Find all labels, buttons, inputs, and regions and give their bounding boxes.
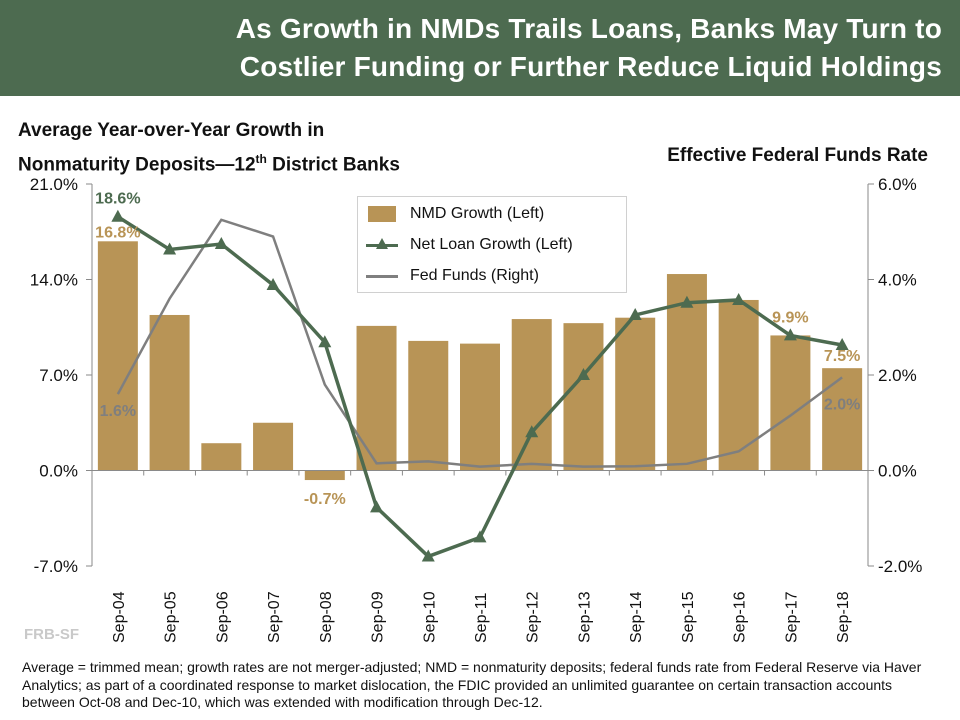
marker-net-loan-12 (732, 292, 746, 305)
bar-nmd-6 (408, 340, 449, 471)
page-title-line1: As Growth in NMDs Trails Loans, Banks Ma… (235, 13, 942, 44)
marker-net-loan-11 (680, 295, 694, 308)
bar-nmd-13 (770, 335, 811, 471)
legend-item-loan: Net Loan Growth (Left) (366, 233, 573, 257)
left-axis-title-sup: th (255, 152, 267, 166)
left-tick-label-4: -7.0% (34, 557, 78, 576)
legend-label-loan: Net Loan Growth (Left) (410, 236, 573, 253)
legend-item-fed: Fed Funds (Right) (366, 264, 539, 288)
legend: NMD Growth (Left) Net Loan Growth (Left)… (357, 196, 627, 293)
bar-nmd-7 (460, 343, 500, 471)
bar-nmd-0 (97, 241, 138, 471)
x-tick-label-3: Sep-07 (266, 591, 283, 643)
data-label-loan-0: 18.6% (95, 191, 140, 208)
title-banner: As Growth in NMDs Trails Loans, Banks Ma… (0, 0, 960, 96)
bar-nmd-8 (511, 319, 552, 471)
x-tick-label-10: Sep-14 (628, 591, 645, 643)
bar-nmd-4 (304, 470, 345, 481)
x-tick-label-12: Sep-16 (732, 591, 749, 643)
right-tick-label-0: 6.0% (878, 175, 917, 194)
data-label-nmd-13: 9.9% (772, 309, 808, 326)
marker-net-loan-10 (628, 307, 642, 320)
x-tick-label-0: Sep-04 (111, 591, 128, 643)
bar-nmd-2 (201, 443, 242, 471)
x-tick-label-6: Sep-10 (421, 591, 438, 643)
left-tick-label-2: 7.0% (39, 366, 78, 385)
x-tick-label-1: Sep-05 (163, 591, 180, 643)
watermark: FRB-SF (24, 626, 79, 643)
marker-net-loan-3 (266, 277, 280, 290)
left-axis-title: Average Year-over-Year Growth in Nonmatu… (18, 116, 400, 179)
bar-nmd-12 (718, 299, 759, 471)
page-title: As Growth in NMDs Trails Loans, Banks Ma… (42, 10, 942, 86)
bar-nmd-9 (563, 323, 604, 471)
x-tick-label-9: Sep-13 (576, 591, 593, 643)
left-axis-title-line2a: Nonmaturity Deposits—12 (18, 154, 256, 176)
data-label-nmd-0: 16.8% (95, 224, 140, 241)
right-axis-title: Effective Federal Funds Rate (667, 145, 928, 166)
marker-net-loan-6 (421, 549, 435, 562)
right-tick-label-3: 0.0% (878, 462, 917, 481)
x-tick-label-7: Sep-11 (473, 592, 490, 643)
legend-item-nmd: NMD Growth (Left) (366, 202, 544, 226)
triangle-marker-icon (376, 238, 388, 249)
marker-net-loan-7 (473, 530, 487, 543)
right-tick-label-1: 4.0% (878, 271, 917, 290)
page-title-line2: Costlier Funding or Further Reduce Liqui… (239, 51, 942, 82)
data-label-fed-14: 2.0% (824, 396, 860, 413)
x-tick-label-14: Sep-18 (835, 591, 852, 643)
data-label-nmd-14: 7.5% (824, 348, 860, 365)
left-axis-title-line2b: District Banks (266, 154, 400, 176)
left-tick-label-1: 14.0% (30, 271, 78, 290)
marker-net-loan-0 (111, 209, 125, 222)
marker-net-loan-13 (783, 328, 797, 341)
footnote: Average = trimmed mean; growth rates are… (22, 659, 922, 710)
x-tick-label-8: Sep-12 (525, 591, 542, 643)
x-tick-label-2: Sep-06 (214, 591, 231, 643)
marker-net-loan-9 (576, 368, 590, 380)
left-axis-title-line1: Average Year-over-Year Growth in (18, 120, 325, 141)
marker-net-loan-4 (318, 335, 332, 348)
data-label-fed-0: 1.6% (100, 403, 136, 420)
bar-nmd-1 (149, 314, 190, 471)
x-tick-label-13: Sep-17 (783, 591, 800, 643)
x-tick-label-5: Sep-09 (370, 591, 387, 643)
data-label-nmd-4: -0.7% (304, 491, 346, 508)
bar-nmd-10 (615, 317, 656, 471)
legend-swatch-fed-line (366, 275, 398, 278)
left-tick-label-0: 21.0% (30, 175, 78, 194)
marker-net-loan-8 (525, 425, 539, 438)
x-tick-label-4: Sep-08 (318, 591, 335, 643)
bar-nmd-14 (822, 368, 863, 471)
legend-label-nmd: NMD Growth (Left) (410, 205, 545, 222)
right-tick-label-2: 2.0% (878, 366, 917, 385)
line-fed-funds (116, 218, 843, 468)
legend-swatch-bar (368, 206, 396, 222)
right-tick-label-4: -2.0% (878, 557, 922, 576)
left-tick-label-3: 0.0% (39, 462, 78, 481)
x-tick-label-11: Sep-15 (680, 591, 697, 643)
marker-net-loan-1 (163, 242, 177, 255)
bar-nmd-5 (356, 325, 397, 471)
legend-label-fed: Fed Funds (Right) (410, 267, 539, 284)
bar-nmd-3 (253, 422, 294, 471)
marker-net-loan-14 (835, 337, 849, 350)
marker-net-loan-5 (370, 500, 384, 513)
marker-net-loan-2 (214, 237, 228, 250)
